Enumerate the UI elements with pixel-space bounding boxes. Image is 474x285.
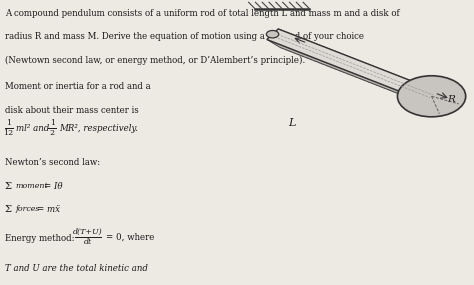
Text: R: R bbox=[447, 95, 456, 104]
Text: 1: 1 bbox=[50, 119, 55, 127]
Text: 12: 12 bbox=[3, 129, 14, 137]
Circle shape bbox=[266, 30, 279, 38]
Text: disk about their mass center is: disk about their mass center is bbox=[5, 106, 138, 115]
Text: Newton’s second law:: Newton’s second law: bbox=[5, 158, 100, 167]
Text: d(T+U): d(T+U) bbox=[73, 228, 103, 236]
Text: 2: 2 bbox=[50, 129, 55, 137]
Text: Σ: Σ bbox=[5, 205, 12, 215]
Text: L: L bbox=[288, 117, 295, 128]
Text: 1: 1 bbox=[6, 119, 11, 127]
Text: T and U are the total kinetic and: T and U are the total kinetic and bbox=[5, 264, 147, 273]
Text: (Newtown second law, or energy method, or D’Alembert’s principle).: (Newtown second law, or energy method, o… bbox=[5, 56, 305, 65]
Text: Energy method:: Energy method: bbox=[5, 234, 74, 243]
Text: dt: dt bbox=[84, 238, 92, 246]
Circle shape bbox=[397, 76, 465, 117]
Polygon shape bbox=[278, 29, 450, 99]
Text: MR², respectively.: MR², respectively. bbox=[59, 124, 138, 133]
Text: forces: forces bbox=[15, 205, 39, 213]
Text: Σ: Σ bbox=[5, 182, 12, 191]
Text: radius R and mass M. Derive the equation of motion using a method of your choice: radius R and mass M. Derive the equation… bbox=[5, 32, 364, 41]
Polygon shape bbox=[267, 39, 439, 109]
Text: moment: moment bbox=[15, 182, 48, 190]
Text: ml² and: ml² and bbox=[16, 124, 49, 133]
Text: = Iθ̈: = Iθ̈ bbox=[44, 182, 63, 191]
Polygon shape bbox=[267, 29, 437, 101]
Text: Moment or inertia for a rod and a: Moment or inertia for a rod and a bbox=[5, 82, 150, 91]
Text: = 0, where: = 0, where bbox=[106, 233, 154, 242]
Text: = mẍ: = mẍ bbox=[37, 205, 60, 215]
Text: A compound pendulum consists of a uniform rod of total length L and mass m and a: A compound pendulum consists of a unifor… bbox=[5, 9, 400, 18]
